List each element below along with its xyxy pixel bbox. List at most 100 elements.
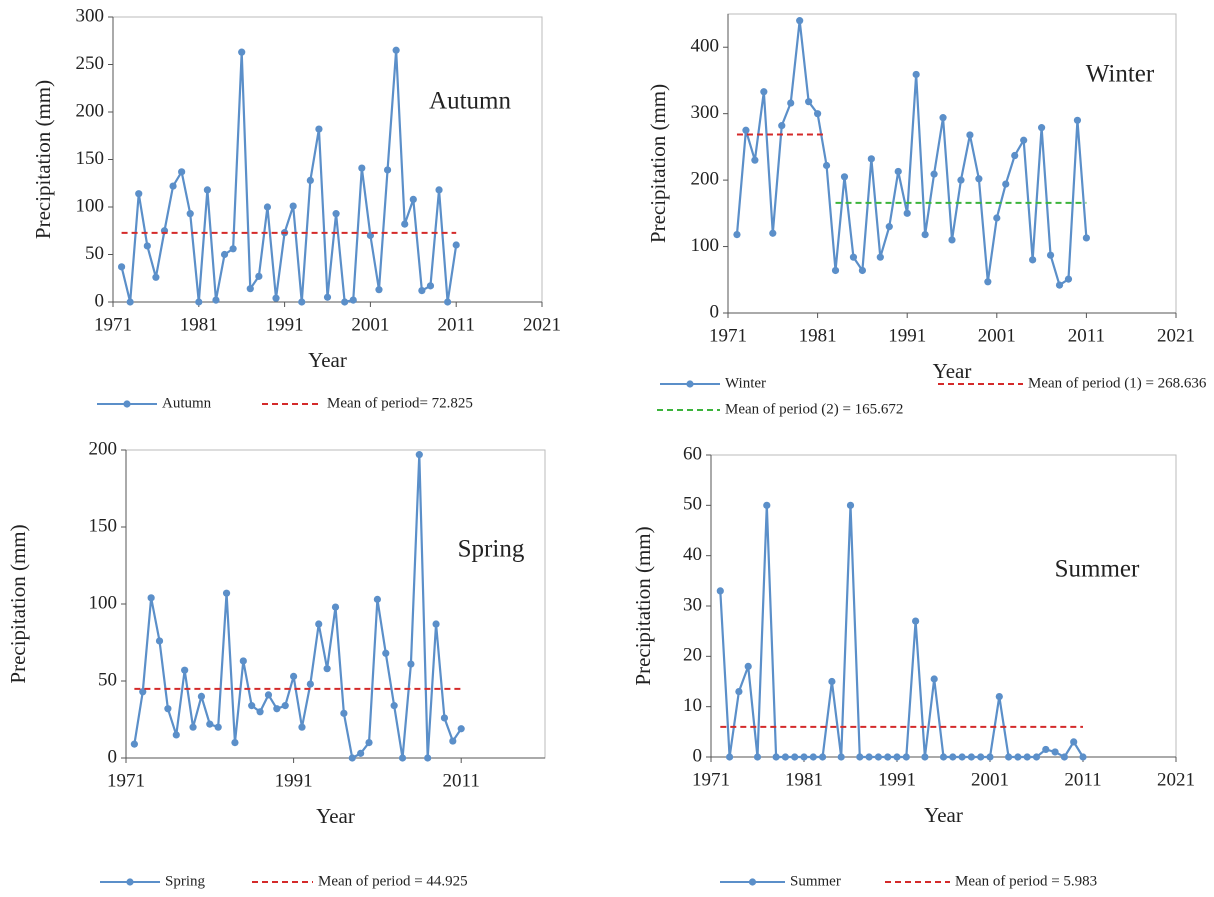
data-point (1060, 753, 1068, 761)
data-point (903, 209, 911, 217)
x-tick-label: 1991 (266, 314, 304, 335)
data-point (921, 753, 929, 761)
y-axis-title: Precipitation (mm) (6, 524, 30, 683)
data-point (791, 753, 799, 761)
x-tick-label: 1991 (275, 770, 313, 791)
legend-label: Mean of period= 72.825 (327, 395, 473, 411)
data-point (263, 203, 272, 211)
data-point (331, 603, 340, 611)
data-point (967, 753, 976, 761)
data-point (805, 98, 813, 106)
data-point (348, 754, 356, 762)
x-tick-label: 2011 (443, 770, 480, 791)
data-point (763, 501, 771, 509)
y-tick-label: 200 (76, 100, 105, 121)
data-point (831, 266, 840, 275)
annotation: Spring (458, 536, 525, 563)
data-point (155, 637, 164, 645)
data-point (256, 708, 264, 716)
y-tick-label: 0 (693, 745, 703, 766)
y-tick-label: 300 (691, 102, 720, 123)
data-point (819, 753, 827, 761)
data-point (1032, 753, 1041, 761)
data-point (186, 210, 194, 218)
y-tick-label: 0 (108, 746, 118, 767)
y-tick-label: 40 (683, 544, 702, 565)
y-tick-label: 0 (710, 301, 720, 322)
data-point (1002, 180, 1010, 188)
data-point (1038, 124, 1046, 132)
y-axis-title: Precipitation (mm) (31, 80, 55, 239)
series-line (133, 454, 463, 760)
legend-label: Autumn (162, 395, 212, 411)
data-point (787, 99, 795, 107)
data-point (238, 48, 246, 56)
data-point (856, 753, 864, 761)
y-axis-title: Precipitation (mm) (631, 526, 655, 685)
data-point (255, 272, 263, 280)
data-point (164, 705, 172, 713)
data-point (867, 155, 875, 163)
data-point (726, 753, 734, 761)
data-point (220, 250, 229, 259)
data-point (289, 202, 297, 210)
data-point (298, 723, 306, 731)
data-point (753, 753, 762, 761)
plot-frame (112, 16, 543, 303)
data-point (846, 501, 855, 509)
x-tick-label: 2021 (523, 314, 561, 335)
data-point (781, 753, 790, 761)
data-point (340, 709, 348, 717)
data-point (143, 242, 151, 250)
legend-marker (748, 878, 757, 886)
data-point (1014, 753, 1022, 761)
x-tick-label: 1971 (94, 314, 132, 335)
data-point (1029, 256, 1037, 264)
x-tick-label: 2021 (1157, 325, 1195, 346)
data-point (1011, 151, 1019, 160)
x-tick-label: 1991 (878, 769, 916, 790)
data-point (415, 451, 423, 459)
legend-label: Mean of period = 5.983 (955, 873, 1097, 889)
data-point (248, 702, 256, 710)
data-point (1046, 251, 1055, 259)
x-tick-label: 1971 (709, 325, 747, 346)
data-point (315, 125, 323, 133)
data-point (948, 236, 956, 244)
y-tick-label: 50 (98, 669, 117, 690)
data-point (849, 253, 858, 261)
y-tick-label: 400 (691, 36, 720, 57)
data-point (206, 720, 214, 728)
data-point (912, 70, 920, 79)
data-point (195, 298, 203, 306)
data-point (809, 753, 817, 761)
data-point (323, 293, 332, 301)
data-point (966, 131, 974, 139)
data-point (349, 296, 357, 304)
data-point (1070, 738, 1078, 746)
data-point (1005, 753, 1013, 761)
x-axis-title: Year (308, 348, 347, 372)
annotation: Autumn (429, 88, 511, 115)
x-tick-label: 1981 (180, 314, 218, 335)
x-tick-label: 1971 (692, 769, 730, 790)
x-axis-title: Year (933, 359, 972, 383)
data-point (930, 170, 938, 178)
data-point (126, 298, 134, 306)
data-point (975, 175, 983, 183)
data-point (958, 753, 966, 761)
series-line (719, 505, 1084, 759)
data-point (239, 657, 247, 665)
data-point (315, 620, 323, 628)
legend-marker (686, 380, 694, 388)
x-axis-title: Year (316, 804, 355, 828)
data-point (382, 649, 390, 657)
data-point (744, 662, 752, 671)
x-tick-label: 2011 (1064, 769, 1101, 790)
y-tick-label: 150 (89, 515, 118, 536)
data-point (894, 167, 902, 176)
data-point (800, 753, 808, 761)
data-point (172, 731, 180, 739)
data-point (977, 753, 985, 761)
x-tick-label: 2001 (351, 314, 389, 335)
